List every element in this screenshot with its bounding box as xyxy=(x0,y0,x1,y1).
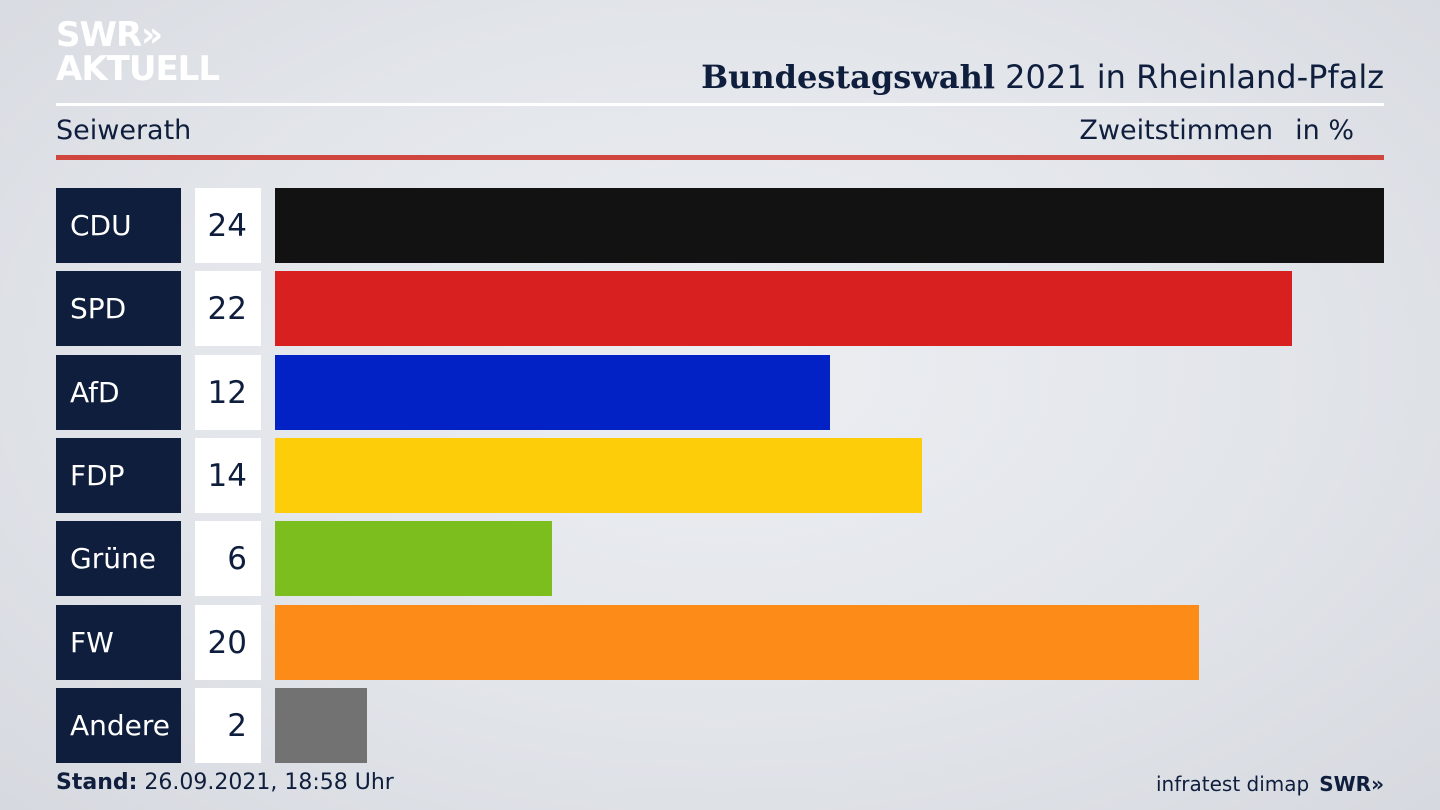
bar xyxy=(275,271,1292,346)
value-label: 20 xyxy=(195,605,261,680)
source-credit: infratest dimap SWR» xyxy=(1156,772,1384,796)
bar xyxy=(275,521,552,596)
bar xyxy=(275,605,1199,680)
value-label: 22 xyxy=(195,271,261,346)
value-label: 24 xyxy=(195,188,261,263)
bar xyxy=(275,438,922,513)
bar-row: AfD 12 xyxy=(56,355,1384,430)
party-label: SPD xyxy=(56,271,181,346)
swr-aktuell-logo: SWR» AKTUELL xyxy=(56,15,220,89)
bar-row: CDU 24 xyxy=(56,188,1384,263)
party-label: AfD xyxy=(56,355,181,430)
location-label: Seiwerath xyxy=(56,115,192,146)
bar-row: Grüne 6 xyxy=(56,521,1384,596)
logo-line-2: AKTUELL xyxy=(56,49,220,89)
chart-title-rest: 2021 in Rheinland-Pfalz xyxy=(995,58,1384,96)
accent-rule xyxy=(56,155,1384,160)
party-label: CDU xyxy=(56,188,181,263)
value-label: 2 xyxy=(195,688,261,763)
timestamp: Stand: 26.09.2021, 18:58 Uhr xyxy=(56,770,394,795)
logo-line-1: SWR» xyxy=(56,15,163,55)
value-label: 14 xyxy=(195,438,261,513)
value-label: 6 xyxy=(195,521,261,596)
stand-label: Stand: xyxy=(56,770,138,795)
swr-brand-logo: SWR» xyxy=(1319,772,1384,796)
measure-label: Zweitstimmen in % xyxy=(1079,115,1354,146)
source-label: infratest dimap xyxy=(1156,772,1310,796)
stand-value: 26.09.2021, 18:58 Uhr xyxy=(137,770,394,795)
chart-title: Bundestagswahl 2021 in Rheinland-Pfalz xyxy=(701,58,1384,96)
value-label: 12 xyxy=(195,355,261,430)
bar xyxy=(275,188,1384,263)
bar-row: SPD 22 xyxy=(56,271,1384,346)
bar xyxy=(275,355,830,430)
bar xyxy=(275,688,367,763)
unit-label: in % xyxy=(1295,115,1354,146)
bar-row: FDP 14 xyxy=(56,438,1384,513)
party-label: FW xyxy=(56,605,181,680)
header-divider xyxy=(56,103,1384,106)
bar-row: FW 20 xyxy=(56,605,1384,680)
party-label: Andere xyxy=(56,688,181,763)
bar-row: Andere 2 xyxy=(56,688,1384,763)
chart-title-bold: Bundestagswahl xyxy=(701,58,995,96)
measure-name: Zweitstimmen xyxy=(1079,115,1274,146)
party-label: Grüne xyxy=(56,521,181,596)
party-label: FDP xyxy=(56,438,181,513)
